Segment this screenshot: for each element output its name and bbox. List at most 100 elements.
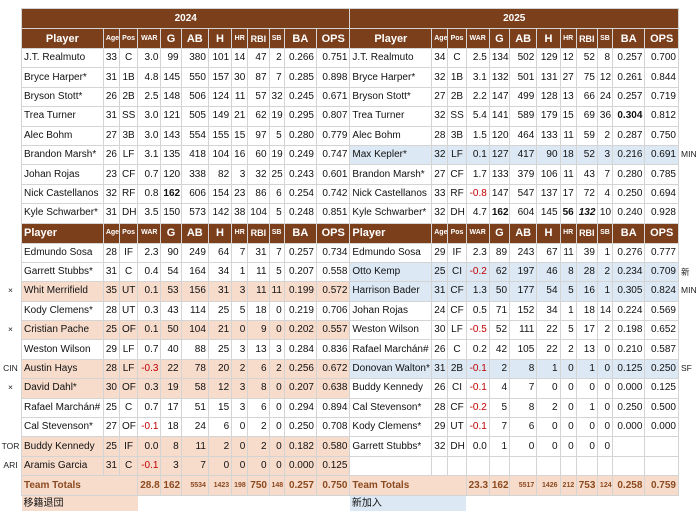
y2025-ops: 0.691 (644, 144, 679, 166)
y2025-g: 42 (488, 339, 511, 360)
y2024-g: 3 (160, 455, 182, 477)
y2024-rbi: 6 (247, 358, 270, 380)
legend-row: 移籍退団 新加入 (21, 495, 679, 512)
y2024-h: 20 (207, 358, 233, 380)
y2024-ab: 506 (180, 86, 209, 108)
y2025-sb: 0 (596, 339, 614, 360)
y2024-player: Bryson Stott* (21, 86, 104, 108)
y2024-h: 124 (207, 86, 233, 108)
header-rbi: RBI (575, 222, 598, 244)
y2025-hr: 0 (559, 436, 577, 457)
bench-row: Aramis Garcia 31 C -0.1 3 7 0 0 0 0 0.000 0.125 (21, 455, 679, 477)
y2024-hr: 14 (231, 47, 249, 69)
y2025-rbi: 0 (575, 378, 598, 399)
y2025-ab: 8 (509, 397, 538, 419)
y2024-war: -0.3 (137, 358, 162, 380)
header-ba: BA (283, 222, 318, 244)
y2024-player: Austin Hays (21, 358, 104, 380)
roster-comparison: 2024 2025 Player Age Pos WAR G AB H HR RBI SB BA OPS P… (20, 8, 679, 512)
y2025-age: 31 (431, 281, 449, 302)
y2025-ops: 0.750 (644, 125, 679, 146)
y2024-player: Rafael Marchán# (21, 397, 104, 419)
y2024-pos: C (118, 261, 139, 283)
y2024-player: Brandon Marsh* (21, 144, 104, 166)
y2025-pos (447, 455, 467, 477)
y2025-ops: 0.719 (644, 86, 679, 108)
header-rbi: RBI (247, 222, 270, 244)
totals-label: Team Totals (349, 475, 467, 497)
starter-row: Johan Rojas 23 CF 0.7 120 338 82 3 32 25 0.243 0.60… (21, 164, 679, 185)
totals-g: 162 (488, 475, 511, 497)
y2025-ab: 547 (509, 183, 538, 205)
y2025-sb: 8 (596, 47, 614, 69)
y2025-age: 28 (431, 125, 449, 146)
y2024-rbi: 104 (247, 203, 270, 224)
header-hr: HR (231, 222, 249, 244)
y2025-ab: 152 (509, 300, 538, 322)
header-hr: HR (559, 222, 577, 244)
y2025-ops: 0.709 (644, 261, 679, 283)
legend-new: 新加入 (349, 495, 467, 512)
y2024-ba: 0.245 (283, 86, 318, 108)
y2024-age: 25 (102, 397, 121, 419)
y2025-pos: LF (447, 144, 467, 166)
y2024-pos: LF (118, 358, 139, 380)
y2025-player: Brandon Marsh* (349, 164, 433, 185)
y2024-rbi: 32 (247, 164, 270, 185)
header-rbi: RBI (247, 28, 270, 49)
y2025-age (431, 455, 449, 477)
y2024-hr: 16 (231, 144, 249, 166)
y2025-rbi: 0 (575, 417, 598, 438)
y2024-ops: 0.779 (315, 125, 351, 146)
y2024-pos: OF (118, 417, 139, 438)
y2025-hr: 15 (559, 106, 577, 127)
y2024-war: 2.5 (137, 86, 162, 108)
y2024-war: 3.0 (137, 47, 162, 69)
y2024-pos: C (118, 47, 139, 69)
y2025-hr: 0 (559, 397, 577, 419)
y2024-pos: DH (118, 203, 139, 224)
y2025-rbi: 39 (575, 242, 598, 263)
y2025-rbi: 66 (575, 86, 598, 108)
y2025-ab: 0 (509, 436, 538, 457)
y2025-player: Trea Turner (349, 106, 433, 127)
y2024-sb: 5 (268, 125, 285, 146)
starter-row: J.T. Realmuto 33 C 3.0 99 380 101 14 47 2 0.266 0.7… (21, 47, 679, 69)
totals-war: 28.8 (137, 475, 162, 497)
y2024-ops: 0.572 (315, 281, 351, 302)
y2025-pos: CF (447, 164, 467, 185)
y2025-age: 24 (431, 300, 449, 322)
y2024-sb: 25 (268, 164, 285, 185)
y2025-sb: 24 (596, 86, 614, 108)
y2024-ab: 338 (180, 164, 209, 185)
y2024-rbi: 62 (247, 106, 270, 127)
header-g: G (160, 28, 182, 49)
y2025-h: 2 (536, 397, 561, 419)
y2025-g: 52 (488, 320, 511, 341)
y2024-war: 0.8 (137, 183, 162, 205)
y2024-ba: 0.243 (283, 164, 318, 185)
y2025-player: Kody Clemens* (349, 417, 433, 438)
year-2025: 2025 (349, 8, 679, 29)
y2024-age: 26 (102, 86, 121, 108)
totals-g: 162 (160, 475, 182, 497)
y2024-ops: 0.807 (315, 106, 351, 127)
y2024-hr: 3 (231, 378, 249, 399)
y2025-ab: 105 (509, 339, 538, 360)
y2024-ba: 0.250 (283, 417, 318, 438)
y2025-g: 89 (488, 242, 511, 263)
y2025-sb: 7 (596, 164, 614, 185)
stats-table: 2024 2025 Player Age Pos WAR G AB H HR RBI SB BA OPS P… (20, 8, 679, 512)
y2024-ops: 0.580 (315, 436, 351, 457)
y2025-ab: 6 (509, 417, 538, 438)
y2025-hr: 0 (559, 378, 577, 399)
y2025-ops: 0.824 (644, 281, 679, 302)
y2024-h: 0 (207, 455, 233, 477)
header-ba: BA (612, 222, 646, 244)
y2025-sb: 2 (596, 261, 614, 283)
y2025-ab: 243 (509, 242, 538, 263)
y2024-rbi: 2 (247, 436, 270, 457)
y2025-age: 26 (431, 378, 449, 399)
y2024-rbi: 60 (247, 144, 270, 166)
y2024-rbi: 47 (247, 47, 270, 69)
